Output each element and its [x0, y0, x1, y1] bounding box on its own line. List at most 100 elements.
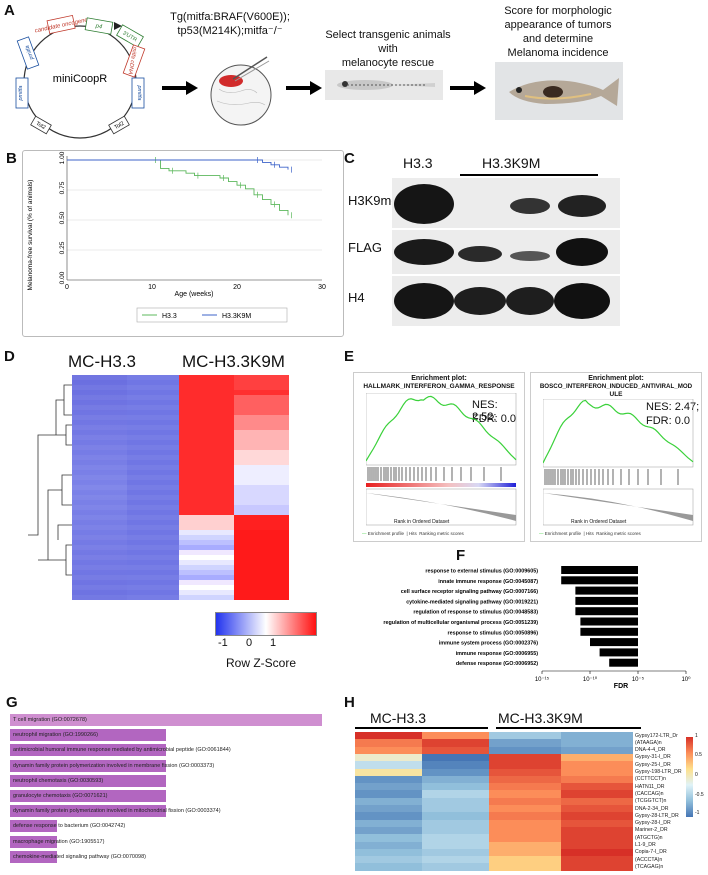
plasmid-label-tol2-left: Tol2	[35, 121, 47, 131]
heat-cell	[179, 380, 234, 386]
heat-cell	[234, 595, 289, 600]
gsea1-title2: HALLMARK_INTERFERON_GAMMA_RESPONSE	[363, 383, 515, 390]
h-heat-cell	[355, 753, 422, 762]
x-tick-label: 0	[65, 284, 69, 291]
svg-text:pmitfa: pmitfa	[136, 85, 142, 101]
h-heat-cell	[561, 783, 633, 791]
heat-cell	[234, 415, 289, 421]
heat-cell	[234, 445, 289, 451]
blot-row-h3k9me3: H3K9me3	[348, 193, 406, 208]
zscore-title: Row Z-Score	[226, 656, 297, 670]
h-heat-cell	[422, 856, 489, 864]
f-bar	[575, 607, 638, 616]
f-bar-label: defense response (GO:0006952)	[456, 661, 538, 667]
h-row-label: L1-9_DR	[635, 842, 656, 848]
h-row-label: HATN11_DR	[635, 783, 665, 790]
f-bar-label: cell surface receptor signaling pathway …	[401, 589, 538, 595]
heat-cell	[179, 555, 234, 561]
gsea2-title2: BOSCO_INTERFERON_INDUCED_ANTIVIRAL_MOD	[539, 383, 693, 390]
panel-label-h: H	[344, 694, 355, 711]
gsea2-leg0: Enrichment profile	[544, 531, 582, 536]
h-heat-cell	[489, 732, 561, 740]
panel-label-f: F	[456, 547, 466, 564]
y-tick-label: 0.00	[59, 271, 66, 284]
heat-cell	[234, 480, 289, 486]
g-bar-label: antimicrobial humoral immune response me…	[13, 747, 231, 754]
f-bar	[561, 566, 638, 574]
h-heat-cell	[489, 826, 561, 835]
h-heat-cell	[355, 856, 422, 864]
embryo-injection-image	[210, 56, 272, 126]
heat-cell	[179, 400, 234, 406]
legend-h33: H3.3	[162, 313, 177, 320]
h-heat-cell	[489, 761, 561, 769]
h-scale-1: 1	[695, 733, 698, 739]
h-row-label: (TCAGAG)n	[635, 863, 664, 870]
heat-cell	[179, 385, 234, 391]
gsea2-nes: NES: 2.47;	[646, 401, 700, 413]
heatmap-d-col1: MC-H3.3	[68, 352, 137, 371]
heatmap-h-colorbar	[686, 737, 693, 817]
f-bar	[580, 617, 638, 626]
h-heat-cell	[489, 797, 561, 806]
y-tick-label: 0.75	[59, 181, 66, 194]
step2-text: Select transgenic animals with melanocyt…	[325, 29, 451, 69]
h-heat-cell	[422, 819, 489, 828]
h-scale-n1: -1	[695, 810, 700, 816]
heat-cell	[234, 375, 289, 381]
heat-cell	[234, 590, 289, 596]
heat-cell	[234, 470, 289, 476]
h-heat-cell	[561, 841, 633, 850]
h-heat-cell	[489, 805, 561, 813]
heat-cell	[234, 435, 289, 441]
h-heat-cell	[489, 812, 561, 820]
survival-line-h33	[67, 159, 289, 216]
heatmap-d-col2: MC-H3.3K9M	[182, 352, 285, 371]
heat-cell	[179, 545, 234, 551]
gsea2-title3: ULE	[609, 391, 623, 398]
heat-cell	[179, 590, 234, 596]
heat-cell	[179, 520, 234, 526]
plasmid-label-tol2-right: Tol2	[114, 121, 126, 131]
gsea1-title1: Enrichment plot:	[411, 375, 467, 382]
heat-cell	[179, 495, 234, 501]
heat-cell	[234, 550, 289, 556]
zscore-tick-neg1: -1	[218, 637, 228, 649]
h-heat-cell	[422, 841, 489, 850]
h-heat-cell	[561, 797, 633, 806]
h-heat-cell	[355, 841, 422, 850]
heat-cell	[234, 585, 289, 591]
h-heat-cell	[355, 739, 422, 747]
plasmid-name: miniCoopR	[53, 73, 107, 85]
g-bar-label: dynamin family protein polymerization in…	[13, 808, 221, 815]
y-tick-label: 0.25	[59, 241, 66, 254]
h-heat-cell	[422, 797, 489, 806]
western-blot	[392, 178, 620, 326]
h-heat-cell	[561, 768, 633, 777]
h-row-label: DNA-4-4_DR	[635, 747, 666, 754]
h-heat-cell	[422, 739, 489, 747]
g-bar: neutrophil chemotaxis (GO:0030593)	[10, 774, 166, 787]
h-heat-cell	[355, 797, 422, 806]
h-heat-cell	[355, 826, 422, 835]
panel-label-d: D	[4, 348, 15, 365]
step3-text: Score for morphologic appearance of tumo…	[504, 5, 612, 59]
heat-cell	[234, 565, 289, 571]
g-bar-label: macrophage migration (GO:1905517)	[13, 838, 105, 845]
g-bar-label: neutrophil migration (GO:1990266)	[13, 732, 98, 739]
survival-panel	[22, 150, 344, 337]
gsea1-fdr: FDR: 0.0	[472, 413, 517, 425]
heat-cell	[234, 450, 289, 456]
heat-cell	[179, 445, 234, 451]
h-heat-cell	[561, 819, 633, 828]
f-bar-label: response to external stimulus (GO:000960…	[425, 569, 538, 575]
gsea-plot-1: Enrichment plot: HALLMARK_INTERFERON_GAM…	[353, 372, 525, 542]
h-scale-0: 0	[695, 772, 698, 778]
h-heat-cell	[422, 848, 489, 857]
h-heat-cell	[422, 753, 489, 762]
heat-cell	[234, 460, 289, 466]
plasmid-label-mitfa: mitfa cDNA	[127, 46, 138, 75]
h-row-label: Gypsy-25-I_DR	[635, 761, 671, 768]
h-heat-cell	[489, 790, 561, 798]
heat-cell	[234, 535, 289, 541]
